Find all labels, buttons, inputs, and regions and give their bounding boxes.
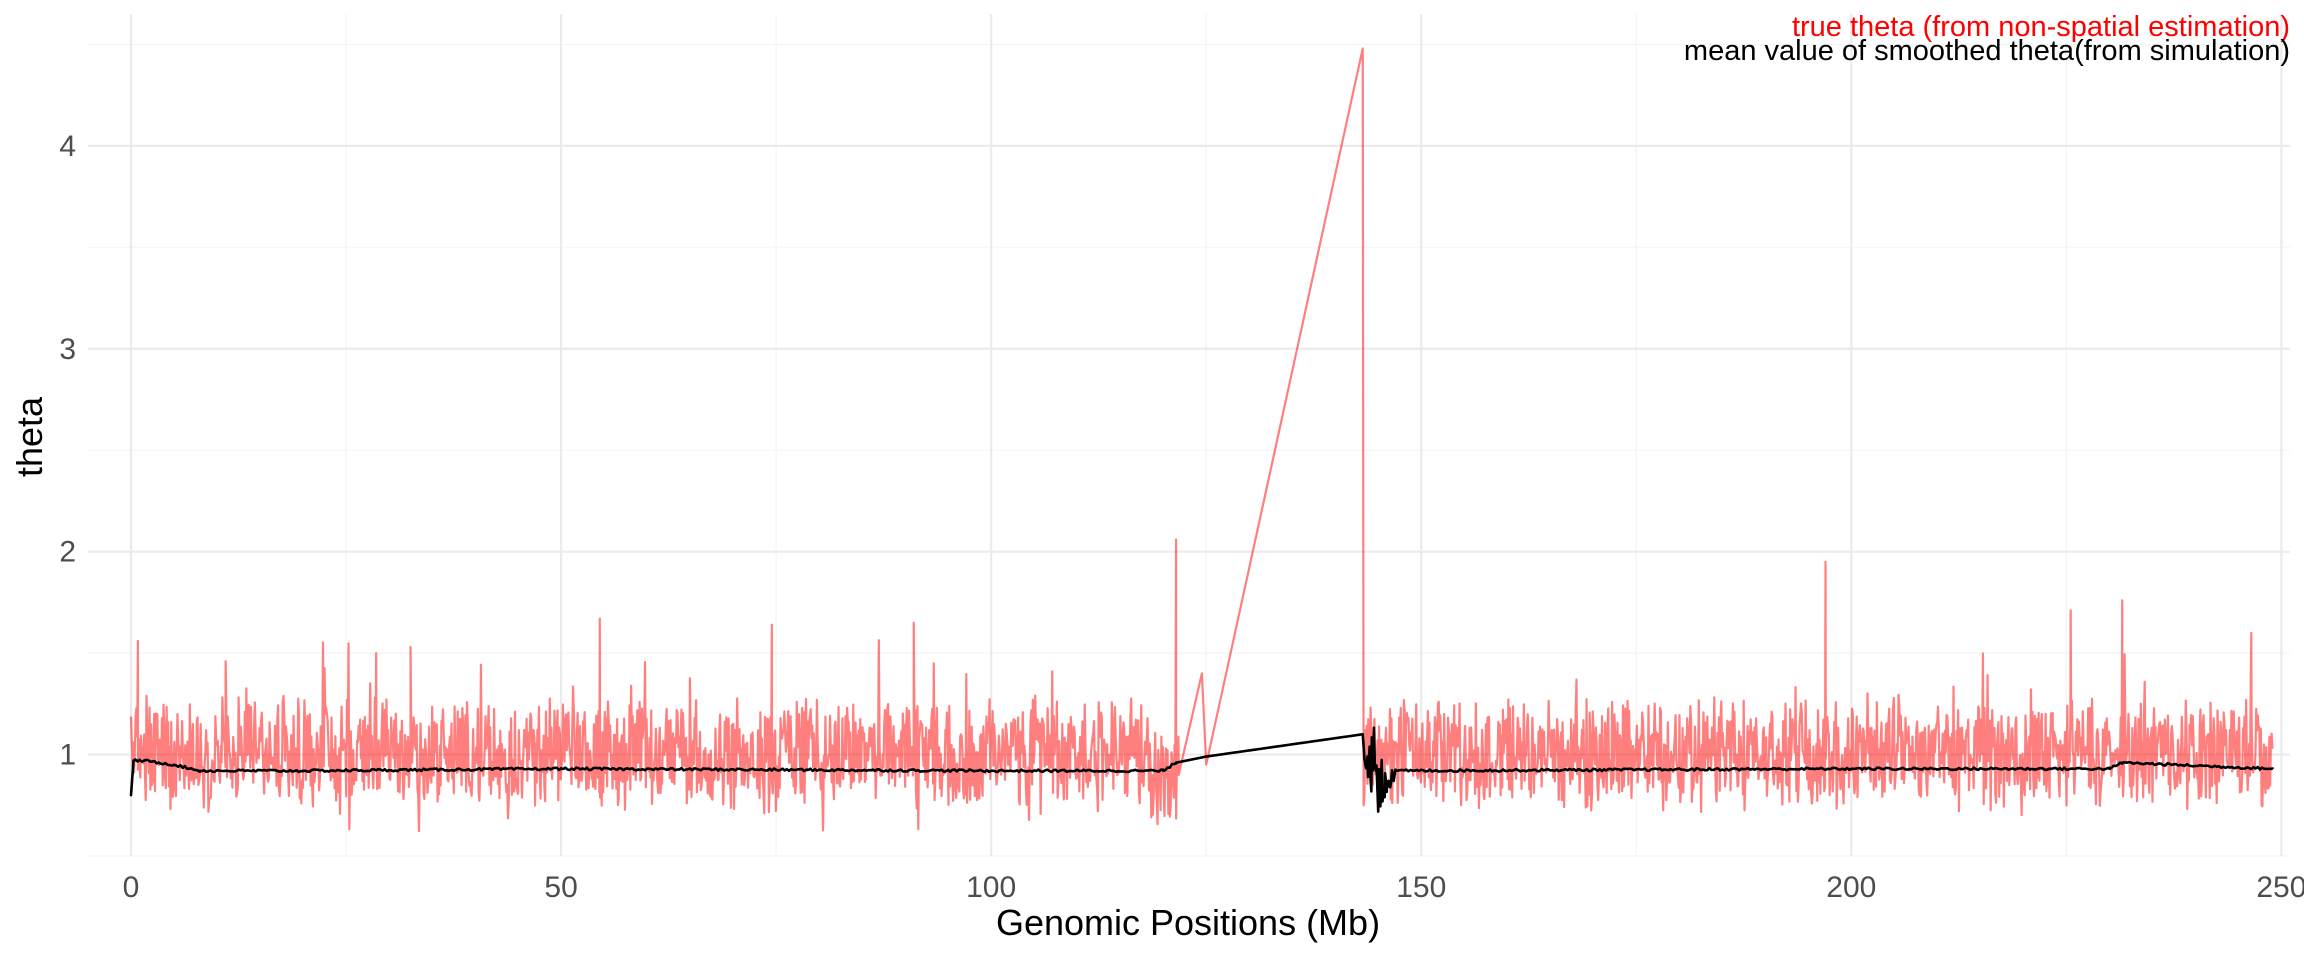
series-layer	[129, 47, 2275, 833]
x-tick-label-4: 200	[1826, 871, 1876, 904]
x-tick-label-2: 100	[966, 871, 1016, 904]
series-line-0	[129, 47, 2274, 833]
x-tick-label-0: 0	[123, 871, 140, 904]
y-tick-label-2: 3	[59, 333, 76, 366]
series-line-1	[129, 726, 2275, 813]
y-tick-label-0: 1	[59, 739, 76, 772]
x-tick-label-1: 50	[544, 871, 577, 904]
y-axis-title: theta	[9, 396, 50, 477]
legend-entry-smoothed-theta: mean value of smoothed theta(from simula…	[1684, 35, 2290, 67]
legend: true theta (from non-spatial estimation)…	[1684, 11, 2290, 67]
grid-layer	[88, 14, 2290, 857]
x-tick-label-3: 150	[1396, 871, 1446, 904]
y-tick-label-3: 4	[59, 130, 76, 163]
tick-layer: 0 50 100 150 200 250 1 2 3 4	[59, 130, 2304, 904]
x-axis-title: Genomic Positions (Mb)	[996, 902, 1380, 943]
x-tick-label-5: 250	[2256, 871, 2304, 904]
legend-entry-true-theta: true theta (from non-spatial estimation)	[1792, 11, 2290, 43]
y-tick-label-1: 2	[59, 536, 76, 569]
